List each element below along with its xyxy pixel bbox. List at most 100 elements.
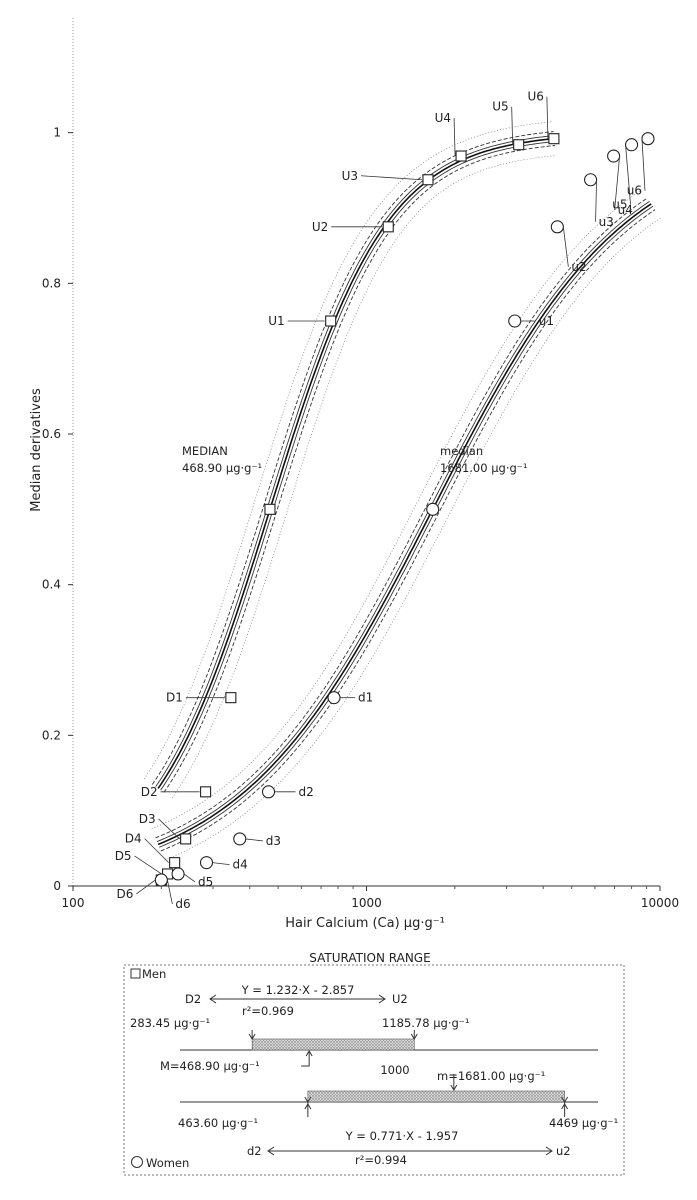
women-point-circle: [508, 314, 522, 328]
point-leader-line: [546, 96, 549, 139]
point-label: D2: [141, 785, 158, 799]
range-end-arrow-icon: [561, 1096, 569, 1103]
women-to-label: u2: [556, 1144, 571, 1158]
point-label: D6: [116, 887, 133, 901]
men-legend-square-icon: [130, 968, 141, 979]
men-to-label: U2: [392, 992, 408, 1006]
y-tick-label: 1: [53, 126, 61, 140]
point-label: D3: [139, 812, 156, 826]
point-label: d5: [198, 875, 213, 889]
women-fit-curve: [160, 209, 656, 852]
point-label: d3: [266, 834, 281, 848]
women-range-marks: [304, 1074, 569, 1117]
median-men-label: MEDIAN: [182, 444, 228, 458]
women-legend-circle-icon: [131, 1156, 143, 1168]
women-fit-curve: [156, 201, 650, 843]
point-leader-line: [562, 226, 569, 267]
men-point-square: [455, 150, 467, 162]
x-tick-label: 1000: [351, 896, 382, 910]
men-point-square: [548, 133, 560, 145]
women-legend-label: Women: [146, 1156, 189, 1170]
point-label: U3: [342, 169, 358, 183]
women-median-value: m=1681.00 µg·g⁻¹: [437, 1069, 545, 1083]
point-label: u2: [571, 260, 586, 274]
data-markers: [154, 132, 655, 887]
women-point-circle: [199, 856, 214, 870]
range-end-arrow-icon: [561, 1103, 569, 1110]
point-label: U2: [312, 220, 328, 234]
men-median-arrow-icon: [305, 1050, 313, 1057]
point-leader-line: [245, 838, 263, 842]
men-low-value: 283.45 µg·g⁻¹: [130, 1016, 210, 1030]
men-high-value: 1185.78 µg·g⁻¹: [382, 1016, 469, 1030]
median-women-label: median: [440, 444, 483, 458]
y-tick-label: 0.8: [42, 276, 61, 290]
point-label: U1: [268, 314, 284, 328]
point-leader-line: [360, 175, 423, 181]
point-label: U6: [527, 90, 543, 104]
point-label: d4: [232, 858, 247, 872]
y-tick-label: 0: [53, 879, 61, 893]
men-point-square: [325, 315, 337, 327]
men-point-square: [422, 174, 434, 186]
men-point-square: [382, 221, 394, 233]
women-point-circle: [550, 220, 564, 234]
point-label: u4: [618, 203, 633, 217]
point-leader-line: [166, 879, 173, 905]
women-fit-curve: [157, 203, 652, 846]
point-label: u6: [627, 184, 642, 198]
point-leader-line: [158, 818, 180, 840]
men-fit-curve: [155, 135, 555, 787]
point-leader-line: [144, 838, 169, 863]
point-leader-line: [614, 155, 621, 211]
men-fit-curve: [171, 155, 557, 799]
men-median-pointer: [301, 1051, 310, 1067]
women-low-value: 463.60 µg·g⁻¹: [178, 1116, 258, 1130]
women-arrow-right-icon: [545, 1146, 553, 1156]
women-point-circle: [607, 149, 621, 163]
point-leader-line: [511, 106, 514, 145]
men-legend-label: Men: [142, 967, 166, 981]
fit-curves: [143, 121, 661, 861]
women-fit-curve: [164, 217, 661, 861]
women-equation: Y = 0.771·X - 1.957: [345, 1129, 459, 1143]
y-tick-label: 0.4: [42, 578, 61, 592]
median-men-value: 468.90 µg·g⁻¹: [182, 461, 262, 475]
point-label: d6: [175, 897, 190, 911]
men-fit-curve: [163, 145, 556, 793]
men-r2: r²=0.969: [242, 1004, 294, 1018]
women-point-circle: [327, 691, 341, 705]
saturation-range-panel: SATURATION RANGE Men Y = 1.232·X - 2.857…: [123, 951, 625, 1176]
point-label: D4: [125, 832, 142, 846]
point-label: d2: [299, 785, 314, 799]
women-point-circle: [171, 867, 185, 881]
men-median-value: M=468.90 µg·g⁻¹: [160, 1059, 260, 1073]
women-point-circle: [641, 132, 655, 146]
men-point-square: [169, 857, 181, 869]
range-end-arrow-icon: [304, 1096, 312, 1103]
men-point-square: [225, 692, 237, 704]
women-fit-curve: [155, 197, 648, 839]
point-leader-line: [595, 179, 597, 222]
point-labels: D6 D5 D4 D3 D2 D1 U1 U2 U3 U4 U5 U6 d6 d5 d4 d3 d2 d1 u1 u2…: [115, 90, 646, 911]
men-fit-curve: [157, 137, 555, 789]
point-label: D1: [166, 691, 183, 705]
men-fit-curve: [151, 131, 554, 785]
men-from-label: D2: [185, 992, 201, 1006]
point-label: u5: [612, 198, 627, 212]
plot-axes: 100 1000 10000 0 0.2 0.4 0.6 0.8 1: [42, 18, 679, 910]
women-point-circle: [233, 832, 247, 846]
point-leader-line: [453, 118, 456, 157]
y-axis-title: Median derivatives: [29, 388, 44, 512]
point-leader-line: [183, 873, 196, 883]
y-tick-label: 0.2: [42, 728, 61, 742]
point-label: u1: [539, 314, 554, 328]
men-point-square: [513, 139, 525, 151]
point-label: u3: [599, 215, 614, 229]
women-median-arrow-icon: [450, 1084, 458, 1091]
saturation-range-title: SATURATION RANGE: [309, 951, 430, 965]
men-point-square: [264, 503, 276, 515]
men-arrow-right-icon: [378, 994, 386, 1004]
x-tick-label: 10000: [641, 896, 679, 910]
point-leader-line: [641, 138, 646, 191]
